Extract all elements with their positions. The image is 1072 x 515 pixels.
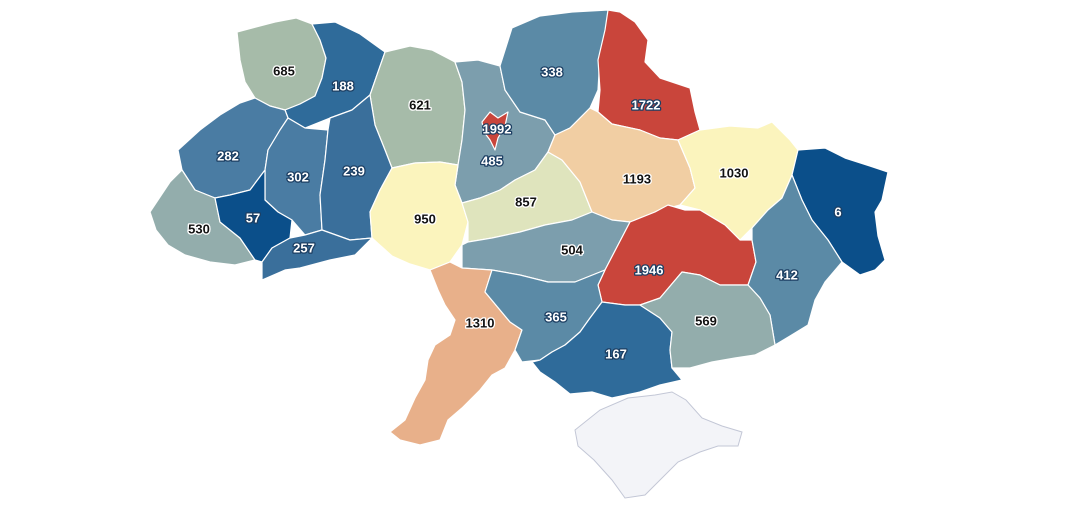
region-crimea[interactable] — [574, 391, 743, 499]
region-zaporizhzhia[interactable] — [639, 271, 776, 369]
region-zakarpattia[interactable] — [149, 169, 256, 266]
region-ivano-frankivsk[interactable] — [214, 169, 293, 263]
region-kyiv-city[interactable] — [481, 111, 509, 151]
region-vinnytsia[interactable] — [369, 161, 469, 271]
region-volyn[interactable] — [236, 17, 327, 111]
region-sumy[interactable] — [597, 9, 701, 141]
region-chernihiv[interactable] — [499, 9, 611, 136]
